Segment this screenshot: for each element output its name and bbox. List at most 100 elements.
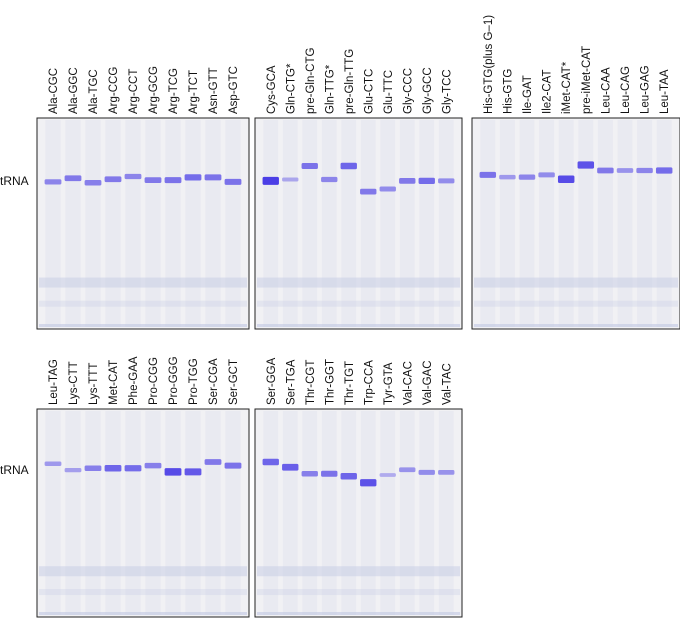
lane-label: Ile2-CAT	[542, 69, 554, 114]
lane-streak	[321, 120, 337, 327]
lower-smear-band	[257, 566, 460, 577]
lane-streak	[380, 411, 396, 615]
lane-label: Lys-TTT	[88, 363, 100, 405]
trna-band	[124, 173, 142, 180]
trna-band	[204, 459, 222, 465]
lane-streak	[263, 120, 279, 327]
lane-streak	[341, 411, 357, 615]
trna-band	[479, 171, 497, 178]
trna-band	[360, 479, 377, 487]
trna-band	[144, 462, 162, 469]
lane-streak	[438, 411, 454, 615]
trna-band	[340, 162, 357, 170]
lane-streak	[45, 120, 61, 327]
gel-bottom-edge	[257, 324, 460, 327]
lane-label: His-GTG(plus G–1)	[483, 15, 495, 114]
lane-streak	[480, 120, 496, 327]
lane-streak	[419, 411, 435, 615]
lane-label: Gly-TCC	[441, 69, 453, 114]
lane-label: Asp-GTC	[228, 66, 240, 114]
trna-band	[538, 172, 555, 178]
trna-band	[597, 167, 614, 174]
lane-streak	[656, 120, 672, 327]
lower-smear-band	[39, 300, 247, 307]
trna-band	[360, 188, 377, 195]
trna-band	[399, 177, 416, 184]
lane-streak	[145, 120, 161, 327]
lane-label: His-GTG	[502, 69, 514, 114]
gel-panel	[471, 117, 680, 330]
trna-row-label-top: tRNA	[0, 174, 29, 188]
lane-streak	[165, 411, 181, 615]
lane-streak	[185, 120, 201, 327]
lane-streak	[165, 120, 181, 327]
lane-label: pre-iMet-CAT	[581, 46, 593, 114]
lane-label: Arg-GCG	[148, 66, 160, 114]
trna-band	[379, 473, 396, 477]
lane-streak	[302, 411, 318, 615]
gel-bottom-edge	[39, 612, 247, 615]
lane-label: Ser-TGA	[285, 359, 297, 405]
trna-band	[164, 177, 182, 184]
trna-band	[301, 470, 318, 477]
lane-streak	[185, 411, 201, 615]
lane-streak	[558, 120, 574, 327]
trna-band	[64, 175, 82, 182]
lane-label: Ala-TGC	[88, 69, 100, 114]
trna-band	[399, 467, 416, 473]
trna-band	[557, 175, 575, 184]
trna-band	[282, 177, 299, 182]
lane-label: Ile-GAT	[522, 75, 534, 114]
trna-band	[577, 161, 595, 169]
trna-band	[204, 174, 222, 181]
lane-streak	[360, 411, 376, 615]
trna-band	[655, 167, 673, 174]
lane-streak	[499, 120, 515, 327]
lane-label: iMet-CAT*	[561, 61, 573, 114]
lane-label: Leu-TAG	[48, 359, 60, 405]
lower-smear-band	[257, 589, 460, 596]
lane-label: Gly-GCC	[422, 67, 434, 114]
trna-band	[262, 176, 279, 185]
lane-label: Ser-GGA	[266, 357, 278, 405]
gel-2: Cys-GCA Gln-CTG* pre-Gln-CTG Gln-TTG* pre-Gl…	[254, 47, 463, 330]
lane-streak	[85, 120, 101, 327]
lower-smear-band	[474, 300, 678, 307]
trna-band	[104, 176, 122, 183]
lane-label: Arg-TCT	[188, 70, 200, 114]
trna-band	[184, 174, 202, 181]
lane-label: Leu-CAG	[620, 66, 632, 114]
trna-band	[438, 470, 455, 475]
lane-label: Ser-GCT	[228, 359, 240, 405]
trna-band	[321, 176, 338, 183]
lane-streak	[617, 120, 633, 327]
lane-streak	[380, 120, 396, 327]
trna-band	[224, 462, 242, 469]
trna-band	[340, 473, 357, 480]
trna-band	[636, 167, 653, 174]
lane-label: Leu-CAA	[600, 67, 612, 114]
trna-band	[44, 179, 62, 185]
lane-streak	[205, 411, 221, 615]
trna-band	[301, 163, 318, 169]
lane-label: Lys-CTT	[68, 361, 80, 405]
lane-label: Phe-GAA	[128, 356, 140, 405]
trna-band	[84, 465, 102, 472]
trna-band	[262, 458, 279, 466]
gel-panel	[36, 408, 250, 618]
lane-label: Leu-GAG	[640, 65, 652, 114]
trna-band	[321, 470, 338, 477]
trna-band	[379, 186, 396, 192]
lane-label: Trp-CCA	[363, 360, 375, 405]
lane-streak	[597, 120, 613, 327]
lane-streak	[105, 411, 121, 615]
gel-3: His-GTG(plus G–1) His-GTG Ile-GAT Ile2-CAT i…	[471, 15, 680, 330]
lane-streak	[360, 120, 376, 327]
lane-label: Thr-TGT	[344, 361, 356, 405]
lane-streak	[263, 411, 279, 615]
lane-streak	[225, 411, 241, 615]
lane-label: Ala-GGC	[68, 67, 80, 114]
lane-label: Pro-TGG	[188, 358, 200, 405]
lane-label: Thr-CGT	[305, 360, 317, 405]
trna-band	[518, 174, 536, 180]
